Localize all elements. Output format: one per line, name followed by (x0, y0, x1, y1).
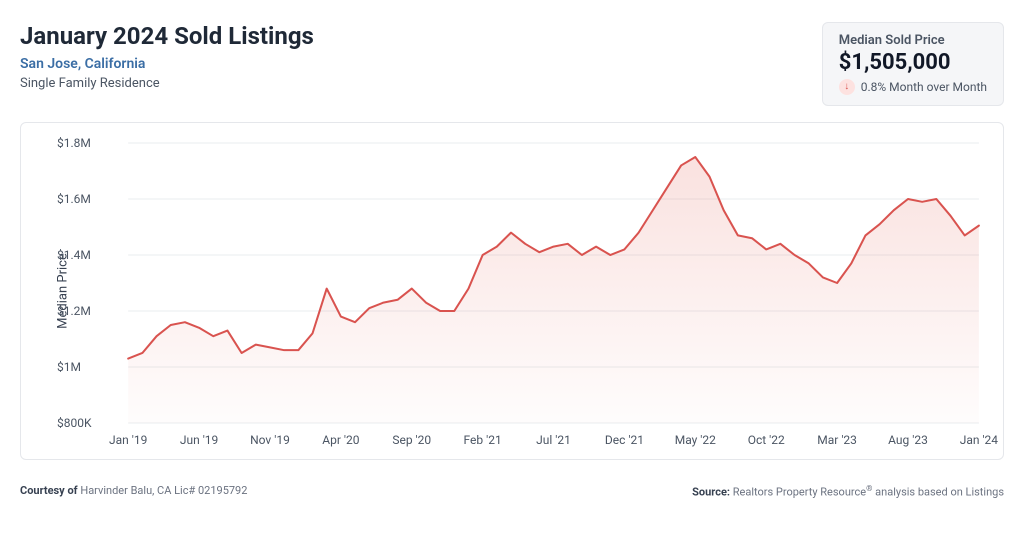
x-tick-label: Jan '24 (960, 433, 998, 447)
stat-change-text: 0.8% Month over Month (861, 80, 987, 94)
header-row: January 2024 Sold Listings San Jose, Cal… (20, 22, 1004, 106)
x-tick-label: Nov '19 (250, 433, 290, 447)
y-tick-label: $1.8M (21, 136, 65, 150)
y-tick-label: $800K (21, 416, 65, 430)
y-tick-label: $1M (21, 360, 65, 374)
x-tick-label: Jan '19 (109, 433, 147, 447)
stat-change: ↓ 0.8% Month over Month (839, 79, 987, 95)
stat-label: Median Sold Price (839, 33, 987, 48)
source-value-prefix: Realtors Property Resource (733, 486, 866, 499)
x-tick-label: Jul '21 (536, 433, 571, 447)
arrow-down-icon: ↓ (839, 79, 855, 95)
title-block: January 2024 Sold Listings San Jose, Cal… (20, 22, 822, 91)
registered-mark-icon: ® (866, 484, 872, 493)
x-tick-label: Oct '22 (748, 433, 785, 447)
y-tick-column: $800K $1M $1.2M $1.4M $1.6M $1.8M (21, 137, 65, 429)
x-tick-row: Jan '19 Jun '19 Nov '19 Apr '20 Sep '20 Feb '… (67, 433, 985, 451)
chart-svg (67, 137, 985, 429)
courtesy-line: Courtesy of Harvinder Balu, CA Lic# 0219… (20, 484, 247, 499)
median-price-card: Median Sold Price $1,505,000 ↓ 0.8% Mont… (822, 22, 1004, 106)
stat-value: $1,505,000 (839, 50, 987, 75)
page-title: January 2024 Sold Listings (20, 22, 822, 50)
x-tick-label: Sep '20 (392, 433, 431, 447)
x-tick-label: Apr '20 (322, 433, 359, 447)
x-tick-label: Dec '21 (605, 433, 644, 447)
x-tick-label: Feb '21 (464, 433, 502, 447)
median-price-chart: Median Price $800K$1M$1.2M$1.4M$1.6M$1.8… (20, 122, 1004, 460)
location-subtitle: San Jose, California (20, 56, 822, 72)
source-value-suffix: analysis based on Listings (875, 486, 1004, 499)
y-tick-label: $1.2M (21, 304, 65, 318)
x-tick-label: Mar '23 (817, 433, 857, 447)
y-tick-label: $1.6M (21, 192, 65, 206)
courtesy-value: Harvinder Balu, CA Lic# 02195792 (80, 484, 247, 497)
footer-row: Courtesy of Harvinder Balu, CA Lic# 0219… (20, 484, 1004, 499)
source-line: Source: Realtors Property Resource® anal… (692, 484, 1004, 499)
courtesy-label: Courtesy of (20, 484, 78, 497)
property-type: Single Family Residence (20, 76, 822, 91)
x-tick-label: Aug '23 (888, 433, 928, 447)
x-tick-label: May '22 (675, 433, 716, 447)
source-label: Source: (692, 486, 730, 499)
x-tick-label: Jun '19 (180, 433, 218, 447)
y-tick-label: $1.4M (21, 248, 65, 262)
plot-area (67, 137, 985, 429)
